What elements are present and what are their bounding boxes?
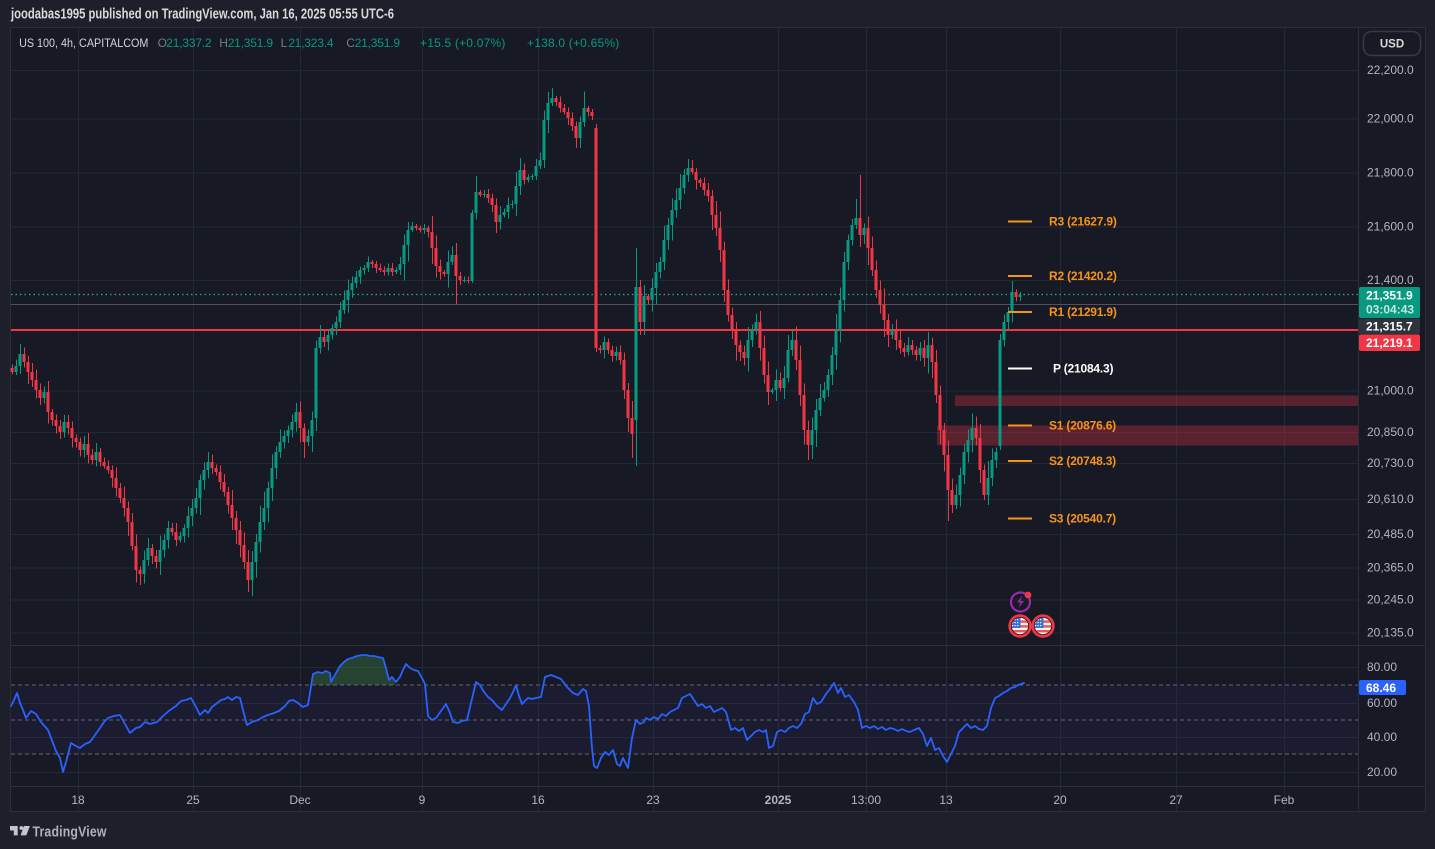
svg-text:2025: 2025 <box>765 793 792 807</box>
svg-text:joodabas1995 published on Trad: joodabas1995 published on TradingView.co… <box>10 5 394 22</box>
svg-text:S2 (20748.3): S2 (20748.3) <box>1049 454 1116 468</box>
svg-text:21,315.7: 21,315.7 <box>1366 320 1413 334</box>
svg-text:P (21084.3): P (21084.3) <box>1053 362 1113 376</box>
svg-text:20,365.0: 20,365.0 <box>1367 561 1414 575</box>
svg-text:Dec: Dec <box>289 793 310 807</box>
svg-text:S3 (20540.7): S3 (20540.7) <box>1049 512 1116 526</box>
svg-text:22,200.0: 22,200.0 <box>1367 63 1414 77</box>
svg-text:21,400.0: 21,400.0 <box>1367 273 1414 287</box>
svg-text:21,337.2: 21,337.2 <box>166 36 212 50</box>
svg-text:+138.0 (+0.65%): +138.0 (+0.65%) <box>527 36 619 50</box>
svg-text:20: 20 <box>1053 793 1067 807</box>
svg-text:+15.5 (+0.07%): +15.5 (+0.07%) <box>420 36 506 50</box>
svg-text:20,485.0: 20,485.0 <box>1367 527 1414 541</box>
svg-text:R2 (21420.2): R2 (21420.2) <box>1049 269 1117 283</box>
svg-text:O: O <box>158 36 167 50</box>
svg-text:16: 16 <box>531 793 545 807</box>
svg-text:20,245.0: 20,245.0 <box>1367 593 1414 607</box>
svg-text:60.00: 60.00 <box>1367 696 1397 710</box>
svg-text:Feb: Feb <box>1274 793 1295 807</box>
svg-text:25: 25 <box>186 793 200 807</box>
svg-text:21,600.0: 21,600.0 <box>1367 220 1414 234</box>
svg-text:R3 (21627.9): R3 (21627.9) <box>1049 215 1117 229</box>
svg-text:23: 23 <box>646 793 660 807</box>
svg-text:21,351.9: 21,351.9 <box>1366 289 1413 303</box>
svg-text:H: H <box>219 36 228 50</box>
svg-text:9: 9 <box>419 793 426 807</box>
svg-text:21,000.0: 21,000.0 <box>1367 384 1414 398</box>
svg-text:20,850.0: 20,850.0 <box>1367 425 1414 439</box>
svg-text:18: 18 <box>71 793 85 807</box>
svg-text:L: L <box>281 36 288 50</box>
svg-text:21,351.9: 21,351.9 <box>355 36 401 50</box>
svg-text:USD: USD <box>1380 39 1404 51</box>
svg-text:13: 13 <box>939 793 953 807</box>
svg-text:21,323.4: 21,323.4 <box>288 36 334 50</box>
svg-text:US 100, 4h, CAPITALCOM: US 100, 4h, CAPITALCOM <box>19 38 148 51</box>
svg-text:20,135.0: 20,135.0 <box>1367 626 1414 640</box>
svg-text:22,000.0: 22,000.0 <box>1367 112 1414 126</box>
svg-text:S1 (20876.6): S1 (20876.6) <box>1049 419 1116 433</box>
svg-text:21,351.9: 21,351.9 <box>228 36 274 50</box>
svg-text:21,800.0: 21,800.0 <box>1367 166 1414 180</box>
svg-text:20,610.0: 20,610.0 <box>1367 492 1414 506</box>
svg-text:27: 27 <box>1169 793 1183 807</box>
svg-text:68.46: 68.46 <box>1366 681 1396 695</box>
svg-text:R1 (21291.9): R1 (21291.9) <box>1049 305 1117 319</box>
svg-text:21,219.1: 21,219.1 <box>1366 336 1413 350</box>
svg-text:20,730.0: 20,730.0 <box>1367 456 1414 470</box>
svg-text:C: C <box>346 36 355 50</box>
svg-text:13:00: 13:00 <box>851 793 881 807</box>
svg-text:80.00: 80.00 <box>1367 660 1397 674</box>
svg-text:20.00: 20.00 <box>1367 765 1397 779</box>
svg-text:40.00: 40.00 <box>1367 730 1397 744</box>
svg-text:03:04:43: 03:04:43 <box>1366 303 1414 317</box>
svg-text:TradingView: TradingView <box>32 824 106 840</box>
